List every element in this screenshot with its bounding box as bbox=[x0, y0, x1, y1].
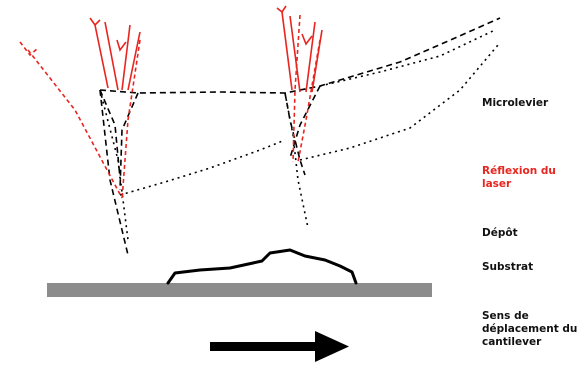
label-microlevier: Microlevier bbox=[482, 97, 549, 109]
label-direction: Sens de déplacement du cantilever bbox=[482, 310, 578, 348]
cantilever-deflected-paths bbox=[99, 29, 499, 241]
label-deposit: Dépôt bbox=[482, 227, 518, 239]
right-arrow-icon bbox=[210, 331, 349, 362]
deposit-outline bbox=[166, 248, 358, 285]
cantilever-paths bbox=[99, 17, 501, 256]
substrate-bar bbox=[47, 283, 432, 297]
label-laser-reflection: Réflexion du laser bbox=[482, 165, 556, 190]
laser-reflection-rays bbox=[19, 5, 323, 201]
label-substrate: Substrat bbox=[482, 261, 534, 273]
